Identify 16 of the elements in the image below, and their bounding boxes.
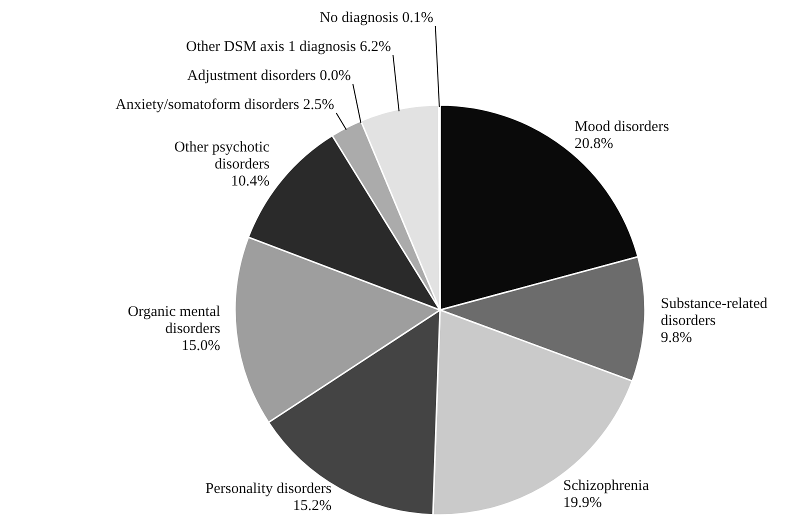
slice-label: Anxiety/somatoform disorders 2.5% bbox=[116, 97, 334, 113]
slice-label: No diagnosis 0.1% bbox=[320, 10, 434, 26]
data-label: 9.8% bbox=[660, 330, 692, 346]
data-label: 10.4% bbox=[230, 173, 270, 190]
slice-label: Organic mental disorders bbox=[128, 304, 220, 337]
data-label: 15.2% bbox=[292, 498, 332, 514]
category-label: Adjustment disorders 0.0% bbox=[187, 68, 351, 84]
slice-label: Schizophrenia bbox=[563, 478, 650, 494]
data-label: 19.9% bbox=[563, 494, 602, 511]
data-label: 15.0% bbox=[182, 338, 220, 354]
slice-label: Substance-related disorders bbox=[660, 296, 768, 330]
slice-label: Other DSM axis 1 diagnosis 6.2% bbox=[186, 39, 392, 55]
slice-label: Mood disorders bbox=[574, 119, 670, 136]
data-label: 20.8% bbox=[574, 136, 614, 152]
slice-label: Personality disorders bbox=[205, 481, 332, 498]
slice-label: Other psychotic disorders bbox=[174, 139, 270, 172]
